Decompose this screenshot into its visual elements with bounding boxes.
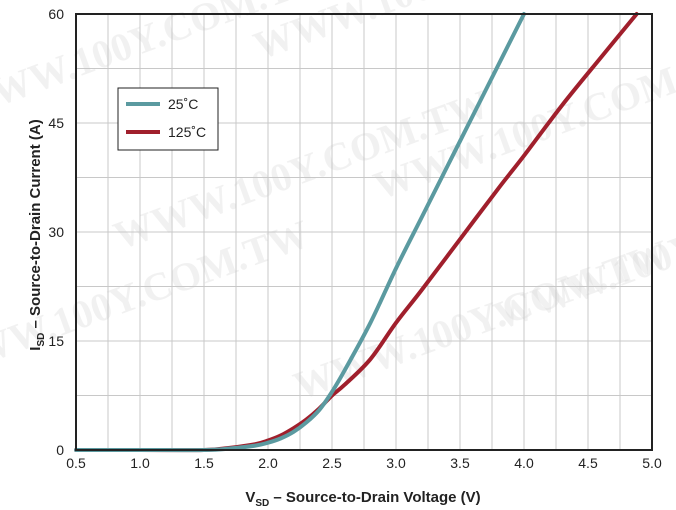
y-tick-label: 30 (48, 224, 64, 240)
y-axis-title: ISD – Source-to-Drain Current (A) (27, 119, 47, 350)
y-tick-label: 45 (48, 115, 64, 131)
y-axis-title-sub: SD (36, 333, 47, 347)
x-tick-label: 2.5 (322, 455, 342, 471)
legend-label-0: 25˚C (168, 96, 198, 112)
legend-box (117, 87, 219, 151)
watermark-text: WWW.100Y.COM.TW (248, 0, 635, 68)
watermark-layer: WWW.100Y.COM.TWWWW.100Y.COM.TWWWW.100Y.C… (0, 0, 676, 408)
x-axis-title-sub: SD (255, 498, 269, 509)
legend: 25˚C 125˚C (117, 87, 219, 151)
x-tick-label: 1.5 (194, 455, 214, 471)
legend-label-1: 125˚C (168, 124, 206, 140)
y-tick-label: 60 (48, 6, 64, 22)
x-axis-title: VSD – Source-to-Drain Voltage (V) (245, 489, 480, 509)
x-axis-title-rest: – Source-to-Drain Voltage (V) (269, 489, 480, 506)
x-tick-label: 3.0 (386, 455, 406, 471)
x-tick-label: 1.0 (130, 455, 150, 471)
series-layer (74, 12, 639, 453)
y-axis-title-main: I (27, 347, 44, 351)
y-tick-label: 15 (48, 333, 64, 349)
x-tick-label: 4.0 (514, 455, 534, 471)
y-axis-title-rest: – Source-to-Drain Current (A) (27, 119, 44, 332)
plot-frame (75, 13, 653, 451)
series-line-0 (74, 12, 526, 453)
x-tick-label: 4.5 (578, 455, 598, 471)
grid-lines (76, 14, 652, 450)
x-tick-label: 2.0 (258, 455, 278, 471)
x-tick-labels: 0.5 1.0 1.5 2.0 2.5 3.0 3.5 4.0 4.5 5.0 (66, 455, 662, 471)
x-tick-label: 0.5 (66, 455, 86, 471)
y-tick-label: 0 (56, 442, 64, 458)
x-tick-label: 5.0 (642, 455, 662, 471)
y-tick-labels: 0 15 30 45 60 (48, 6, 64, 458)
x-axis-title-main: V (245, 489, 255, 506)
watermark-text: WWW.100Y.COM.TW (488, 161, 676, 339)
x-tick-label: 3.5 (450, 455, 470, 471)
